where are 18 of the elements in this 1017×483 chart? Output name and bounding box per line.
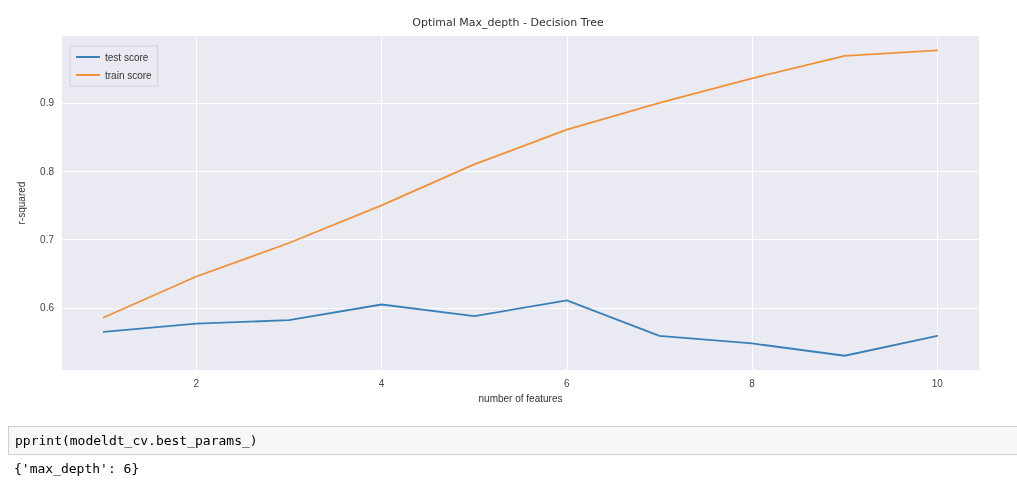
x-axis-title: number of features — [478, 392, 563, 404]
legend-label: train score — [105, 69, 153, 81]
text: pprint(modeldt_cv.best_params_) — [8, 426, 1017, 455]
x-tick-label: 8 — [749, 377, 756, 389]
x-tick-label: 6 — [564, 377, 571, 389]
x-tick-label: 10 — [931, 377, 944, 389]
x-tick-label: 2 — [193, 377, 200, 389]
text: {'max_depth': 6} — [13, 460, 141, 478]
line-series — [102, 49, 939, 319]
legend-label: test score — [105, 51, 149, 63]
y-tick-label: 0.6 — [40, 302, 55, 314]
y-axis-title: r-squared — [15, 181, 27, 225]
x-tick-label: 4 — [378, 377, 385, 389]
y-tick-label: 0.9 — [40, 97, 55, 109]
y-tick-label: 0.8 — [40, 165, 55, 177]
y-tick-label: 0.7 — [40, 234, 55, 246]
chart-title: Optimal Max_depth - Decision Tree — [412, 16, 604, 29]
line-series — [102, 299, 939, 357]
